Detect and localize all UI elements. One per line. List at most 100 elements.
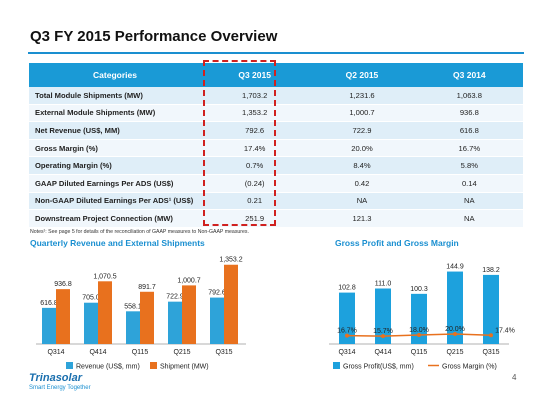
bar (447, 271, 463, 344)
row-label: Operating Margin (%) (29, 156, 201, 175)
right-chart-title: Gross Profit and Gross Margin (335, 238, 459, 248)
row-label: Gross Margin (%) (29, 139, 201, 158)
data-label: 144.9 (446, 264, 464, 271)
bar (483, 274, 499, 344)
margin-label: 16.7% (337, 328, 357, 335)
data-label: 1,353.2 (219, 257, 242, 264)
row-label: Non-GAAP Diluted Earnings Per ADS¹ (US$) (29, 192, 201, 211)
x-tick-label: Q314 (338, 349, 355, 356)
performance-table: Categories Q3 2015 Q2 2015 Q3 2014 Total… (29, 63, 523, 228)
x-tick-label: Q115 (411, 349, 428, 356)
table-row: Downstream Project Connection (MW) 251.9… (29, 209, 523, 228)
bar (84, 302, 98, 344)
margin-point (453, 332, 457, 336)
data-label: 558.1 (124, 303, 142, 310)
table-row: Gross Margin (%) 17.4% 20.0% 16.7% (29, 139, 523, 158)
table-row: Operating Margin (%) 0.7% 8.4% 5.8% (29, 156, 523, 175)
data-label: 891.7 (138, 284, 156, 291)
bar (339, 292, 355, 344)
margin-point (417, 333, 421, 337)
cell-q3-2015: (0.24) (201, 174, 309, 193)
cell-q2-2015: 8.4% (308, 156, 416, 175)
bar (168, 301, 182, 344)
cell-q3-2014: 1,063.8 (415, 87, 523, 105)
data-label: 792.6 (208, 290, 226, 297)
data-label: 936.8 (54, 281, 72, 288)
legend-label: Gross Profit(US$, mm) (343, 364, 414, 371)
x-tick-label: Q414 (89, 349, 106, 356)
cell-q3-2015: 251.9 (201, 209, 309, 228)
cell-q3-2014: 936.8 (415, 104, 523, 123)
header-categories: Categories (29, 63, 201, 87)
bar (411, 293, 427, 344)
legend-swatch (66, 362, 73, 369)
cell-q3-2015: 1,703.2 (201, 87, 309, 105)
margin-label: 15.7% (373, 328, 393, 335)
margin-point (381, 334, 385, 339)
data-label: 138.2 (482, 267, 500, 274)
header-q2-2015: Q2 2015 (308, 63, 416, 87)
cell-q3-2014: 616.8 (415, 121, 523, 140)
x-tick-label: Q315 (482, 349, 499, 356)
cell-q3-2015: 0.7% (201, 156, 309, 175)
cell-q3-2015: 17.4% (201, 139, 309, 158)
data-label: 100.3 (410, 286, 428, 293)
footnote: Notes¹: See page 5 for details of the re… (30, 229, 249, 235)
row-label: Net Revenue (US$, MM) (29, 121, 201, 140)
bar (140, 291, 154, 344)
margin-label: 20.0% (445, 326, 465, 333)
logo-tagline: Smart Energy Together (29, 385, 91, 391)
legend-swatch (333, 362, 340, 369)
bar (98, 281, 112, 344)
cell-q2-2015: 1,000.7 (308, 104, 416, 123)
row-label: Total Module Shipments (MW) (29, 87, 201, 105)
cell-q3-2015: 1,353.2 (201, 104, 309, 123)
x-tick-label: Q414 (374, 349, 391, 356)
cell-q2-2015: NA (308, 192, 416, 211)
row-label: GAAP Diluted Earnings Per ADS (US$) (29, 174, 201, 193)
data-label: 616.8 (40, 300, 58, 307)
gross-profit-margin-chart: 102.8 Q314 111.0 Q414 100.3 Q115 144.9 Q215 138.… (329, 264, 515, 371)
header-q3-2014: Q3 2014 (415, 63, 523, 87)
x-tick-label: Q315 (215, 349, 232, 356)
legend-label: Shipment (MW) (160, 364, 209, 371)
logo-name: Trinasolar (29, 372, 82, 384)
title-rule (28, 52, 524, 54)
cell-q2-2015: 1,231.6 (308, 87, 416, 105)
data-label: 705.0 (82, 295, 100, 302)
x-tick-label: Q215 (173, 349, 190, 356)
cell-q2-2015: 121.3 (308, 209, 416, 228)
q3-2015-highlight-box (203, 60, 276, 226)
revenue-shipments-chart: 616.8 936.8 Q314 705.0 1,070.5 Q414 558.1 891.7… (36, 257, 246, 371)
x-tick-label: Q215 (446, 349, 463, 356)
page-title: Q3 FY 2015 Performance Overview (30, 28, 278, 45)
cell-q3-2014: NA (415, 192, 523, 211)
cell-q2-2015: 20.0% (308, 139, 416, 158)
bar (42, 307, 56, 344)
x-tick-label: Q115 (132, 349, 149, 356)
cell-q3-2015: 0.21 (201, 192, 309, 211)
bar (182, 285, 196, 344)
bar (224, 264, 238, 344)
data-label: 111.0 (375, 281, 392, 288)
data-label: 722.9 (166, 294, 184, 301)
cell-q3-2014: NA (415, 209, 523, 228)
header-q3-2015: Q3 2015 (201, 63, 309, 87)
table-row: External Module Shipments (MW) 1,353.2 1… (29, 104, 523, 123)
margin-label: 17.4% (495, 327, 515, 334)
table-row: Non-GAAP Diluted Earnings Per ADS¹ (US$)… (29, 192, 523, 211)
page-number: 4 (512, 373, 517, 382)
data-label: 1,000.7 (177, 277, 200, 284)
margin-point (345, 333, 349, 338)
legend-label: Gross Margin (%) (442, 364, 497, 371)
legend-swatch (150, 362, 157, 369)
data-label: 1,070.5 (93, 273, 116, 280)
row-label: Downstream Project Connection (MW) (29, 209, 201, 228)
cell-q3-2014: 0.14 (415, 174, 523, 193)
margin-point (489, 333, 493, 338)
row-label: External Module Shipments (MW) (29, 104, 201, 123)
cell-q2-2015: 722.9 (308, 121, 416, 140)
bar (56, 289, 70, 344)
bar (375, 288, 391, 344)
cell-q3-2015: 792.6 (201, 121, 309, 140)
